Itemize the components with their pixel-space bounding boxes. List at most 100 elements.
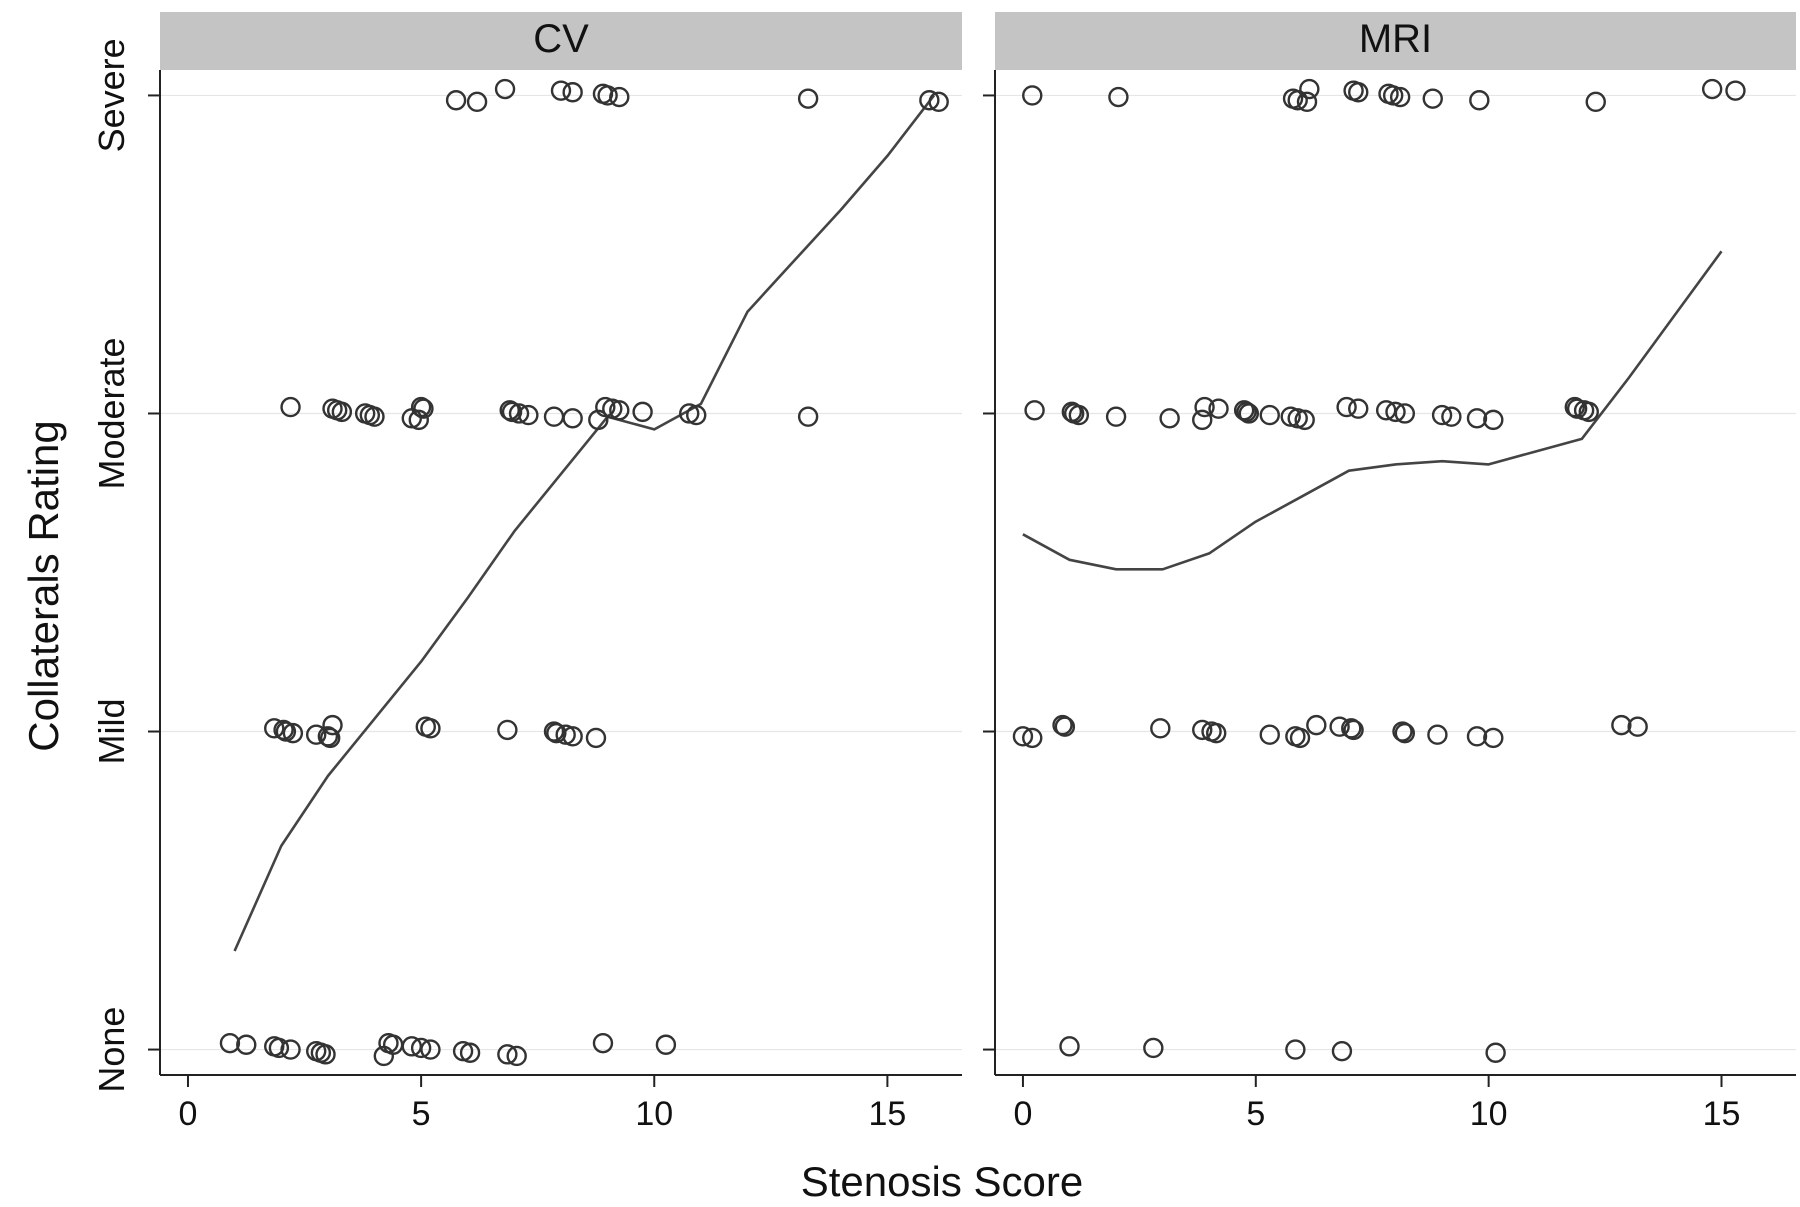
panel-title: MRI: [1359, 17, 1432, 61]
data-point: [919, 90, 940, 111]
data-point: [550, 80, 572, 101]
data-point: [1012, 726, 1034, 747]
x-tick-label: 5: [412, 1095, 431, 1133]
fit-line: [233, 94, 936, 952]
fit-line: [1022, 250, 1723, 571]
data-point: [1627, 716, 1648, 737]
data-point: [1431, 404, 1453, 426]
data-point: [1306, 714, 1327, 736]
data-point: [1236, 401, 1257, 423]
y-tick-label: None: [91, 1007, 132, 1093]
data-point: [1192, 719, 1213, 741]
data-point: [1611, 714, 1632, 736]
data-point: [562, 82, 583, 103]
x-tick-label: 15: [868, 1095, 906, 1133]
data-point: [319, 727, 341, 749]
data-point: [1059, 1036, 1080, 1057]
data-point: [543, 721, 565, 742]
data-point: [1394, 722, 1416, 744]
data-point: [1483, 409, 1504, 431]
data-point: [1150, 718, 1171, 739]
data-point: [1192, 409, 1213, 431]
data-point: [317, 726, 339, 747]
data-point: [1701, 78, 1723, 100]
data-point: [1564, 396, 1585, 418]
data-point: [497, 719, 518, 741]
data-point: [585, 727, 607, 749]
data-point: [562, 726, 583, 747]
panel-title: CV: [533, 17, 589, 61]
data-point: [1108, 86, 1129, 108]
x-tick-label: 15: [1703, 1095, 1741, 1133]
data-point: [264, 718, 285, 739]
data-point: [306, 724, 327, 745]
data-point: [219, 1032, 241, 1054]
data-point: [494, 78, 516, 100]
data-point: [1022, 727, 1043, 749]
data-point: [1392, 721, 1413, 742]
y-axis-title: Collaterals Rating: [20, 420, 67, 752]
data-point: [1287, 90, 1308, 111]
data-point: [1578, 401, 1599, 423]
data-point: [1159, 408, 1180, 429]
data-point: [445, 90, 467, 111]
data-point: [1469, 90, 1490, 111]
data-point: [1466, 726, 1488, 747]
y-tick-label: Moderate: [91, 337, 132, 489]
data-point: [1052, 714, 1073, 736]
panel-cv: CV 0 5 10 15: [148, 12, 962, 1133]
data-point: [1285, 1039, 1306, 1060]
data-point: [686, 404, 707, 426]
data-point: [1466, 408, 1488, 429]
data-point: [280, 1039, 301, 1060]
data-point: [282, 722, 304, 744]
y-tick-label: Mild: [91, 698, 132, 764]
x-tick-label: 5: [1246, 1095, 1265, 1133]
panel-strip: [995, 12, 1796, 70]
data-point: [273, 719, 294, 741]
data-point: [609, 86, 630, 108]
data-point: [518, 404, 539, 426]
data-point: [1194, 396, 1215, 418]
data-point: [1238, 403, 1260, 424]
data-point: [1329, 716, 1350, 737]
data-point: [609, 400, 630, 421]
data-point: [1427, 724, 1448, 745]
data-point: [410, 1037, 432, 1059]
data-point: [1259, 404, 1280, 426]
data-point: [508, 403, 530, 424]
data-point: [280, 396, 301, 418]
data-point: [268, 1037, 290, 1059]
data-point: [420, 1039, 441, 1060]
data-point: [506, 1045, 527, 1067]
data-point: [1394, 403, 1416, 424]
data-point: [410, 396, 432, 418]
data-point: [364, 406, 385, 427]
data-point: [1289, 727, 1311, 749]
data-point: [1725, 80, 1746, 101]
data-point: [1208, 398, 1229, 419]
data-point: [459, 1042, 481, 1063]
data-point: [1422, 88, 1443, 109]
data-point: [1022, 85, 1043, 106]
data-point: [797, 406, 819, 427]
data-point: [1485, 1042, 1506, 1063]
data-point: [331, 401, 353, 423]
data-point: [466, 91, 488, 113]
data-point: [420, 718, 441, 739]
y-axis-category-labels: None Mild Moderate Severe: [91, 38, 132, 1092]
x-tick-label: 0: [1013, 1095, 1032, 1133]
data-point: [1331, 1040, 1353, 1062]
data-point: [497, 1044, 518, 1065]
data-point: [1233, 400, 1255, 421]
data-point: [1054, 716, 1076, 737]
data-point: [797, 88, 819, 109]
data-point: [632, 401, 653, 423]
panel-strip: [160, 12, 962, 70]
data-point: [928, 91, 949, 113]
data-point: [236, 1034, 257, 1055]
data-point: [413, 398, 434, 419]
panel-mri: MRI 0 5 10 15: [983, 12, 1796, 1133]
x-tick-label: 10: [635, 1095, 673, 1133]
